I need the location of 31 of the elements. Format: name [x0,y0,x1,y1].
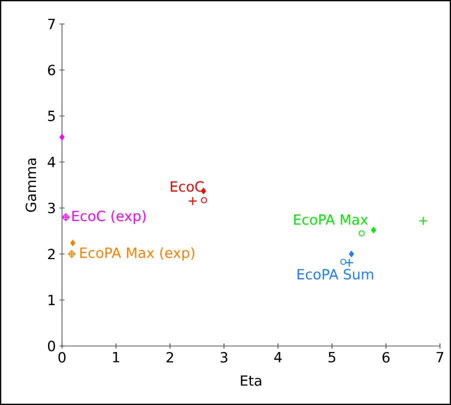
x-tick-label: 6 [382,352,390,363]
x-tick-label: 0 [58,352,66,363]
x-tick-label: 2 [166,352,174,362]
y-axis-title: Gamma [26,158,36,212]
y-tick-label: 2 [48,248,55,260]
x-tick-label: 4 [274,352,282,362]
x-tick-label: 1 [113,352,120,362]
series-label: EcoPA Sum [298,268,374,280]
point [70,240,76,246]
x-tick-label: 3 [220,352,228,363]
series-label: EcoPA Max [294,214,368,225]
series-label: EcoC [170,181,204,192]
x-tick-label: 5 [328,352,336,362]
series-label: EcoPA Max (exp) [80,247,194,261]
point [188,196,198,206]
point [418,216,428,226]
y-tick-label: 6 [48,64,56,76]
y-tick-label: 4 [48,156,56,168]
x-axis-title: Eta [240,375,262,386]
point [200,197,208,204]
point [348,250,354,258]
point [59,134,65,141]
series-label: EcoC (exp) [72,210,146,224]
x-tick-label: 7 [436,352,444,362]
y-tick-label: 5 [48,110,55,122]
y-tick-label: 1 [48,294,55,306]
point [358,230,365,236]
y-tick-label: 0 [48,340,56,352]
y-tick-label: 3 [48,202,55,214]
y-tick-label: 7 [48,18,55,30]
point [370,226,376,234]
